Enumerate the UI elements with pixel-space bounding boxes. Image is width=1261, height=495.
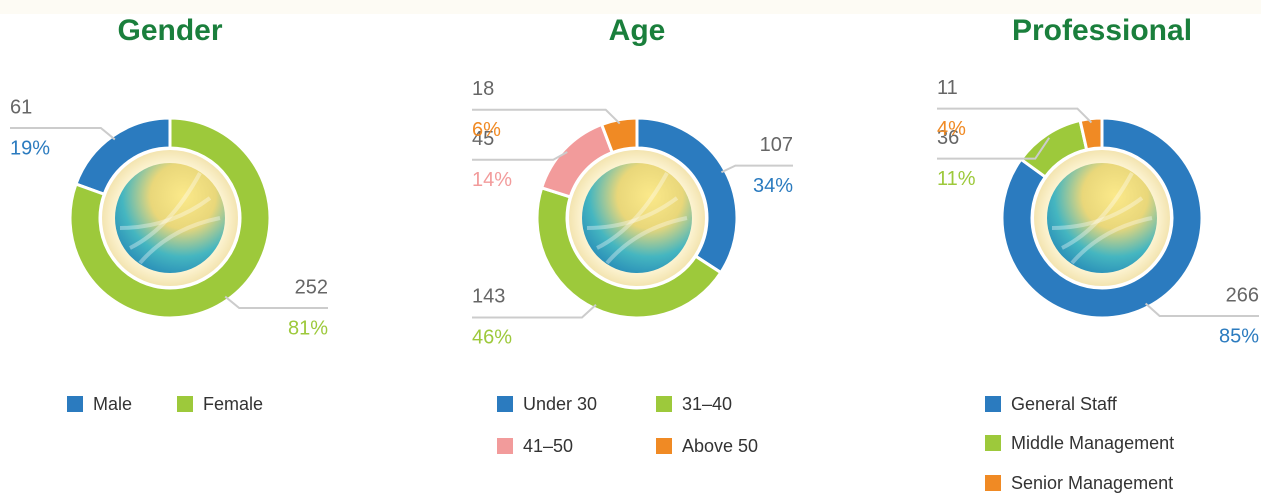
count-label: 11: [937, 77, 958, 99]
legend-swatch: [656, 396, 672, 412]
percent-label: 11%: [937, 168, 976, 190]
infographic: Gender 61 19% 252 81% Male Female Age 107 34% 143 4…: [0, 0, 1261, 495]
count-label: 107: [760, 134, 793, 156]
percent-label: 14%: [472, 169, 512, 191]
legend-label: Senior Management: [1011, 473, 1173, 493]
percent-label: 85%: [1219, 325, 1259, 347]
count-label: 61: [10, 96, 32, 118]
count-label: 266: [1226, 284, 1259, 306]
legend-swatch: [67, 396, 83, 412]
legend-swatch: [177, 396, 193, 412]
legend-label: Female: [203, 394, 263, 414]
legend-label: 41–50: [523, 436, 573, 456]
legend-swatch: [985, 396, 1001, 412]
top-band: [0, 0, 1261, 14]
chart-title: Professional: [1012, 14, 1192, 47]
percent-label: 19%: [10, 137, 50, 159]
chart-title: Gender: [117, 14, 222, 47]
count-label: 252: [295, 276, 328, 298]
count-label: 143: [472, 286, 505, 308]
legend-swatch: [985, 475, 1001, 491]
percent-label: 81%: [288, 317, 328, 339]
legend-label: 31–40: [682, 394, 732, 414]
legend-swatch: [656, 438, 672, 454]
percent-label: 6%: [472, 119, 501, 141]
legend-label: Middle Management: [1011, 433, 1174, 453]
percent-label: 34%: [753, 175, 793, 197]
leader-line: [472, 152, 567, 160]
count-label: 18: [472, 78, 494, 100]
legend-swatch: [985, 435, 1001, 451]
legend-swatch: [497, 438, 513, 454]
legend-label: Above 50: [682, 436, 758, 456]
chart-title: Age: [609, 14, 666, 47]
legend-label: General Staff: [1011, 394, 1118, 414]
percent-label: 46%: [472, 327, 512, 349]
leader-line: [721, 166, 793, 173]
legend-swatch: [497, 396, 513, 412]
percent-label: 4%: [937, 118, 966, 140]
legend-label: Male: [93, 394, 132, 414]
legend-label: Under 30: [523, 394, 597, 414]
